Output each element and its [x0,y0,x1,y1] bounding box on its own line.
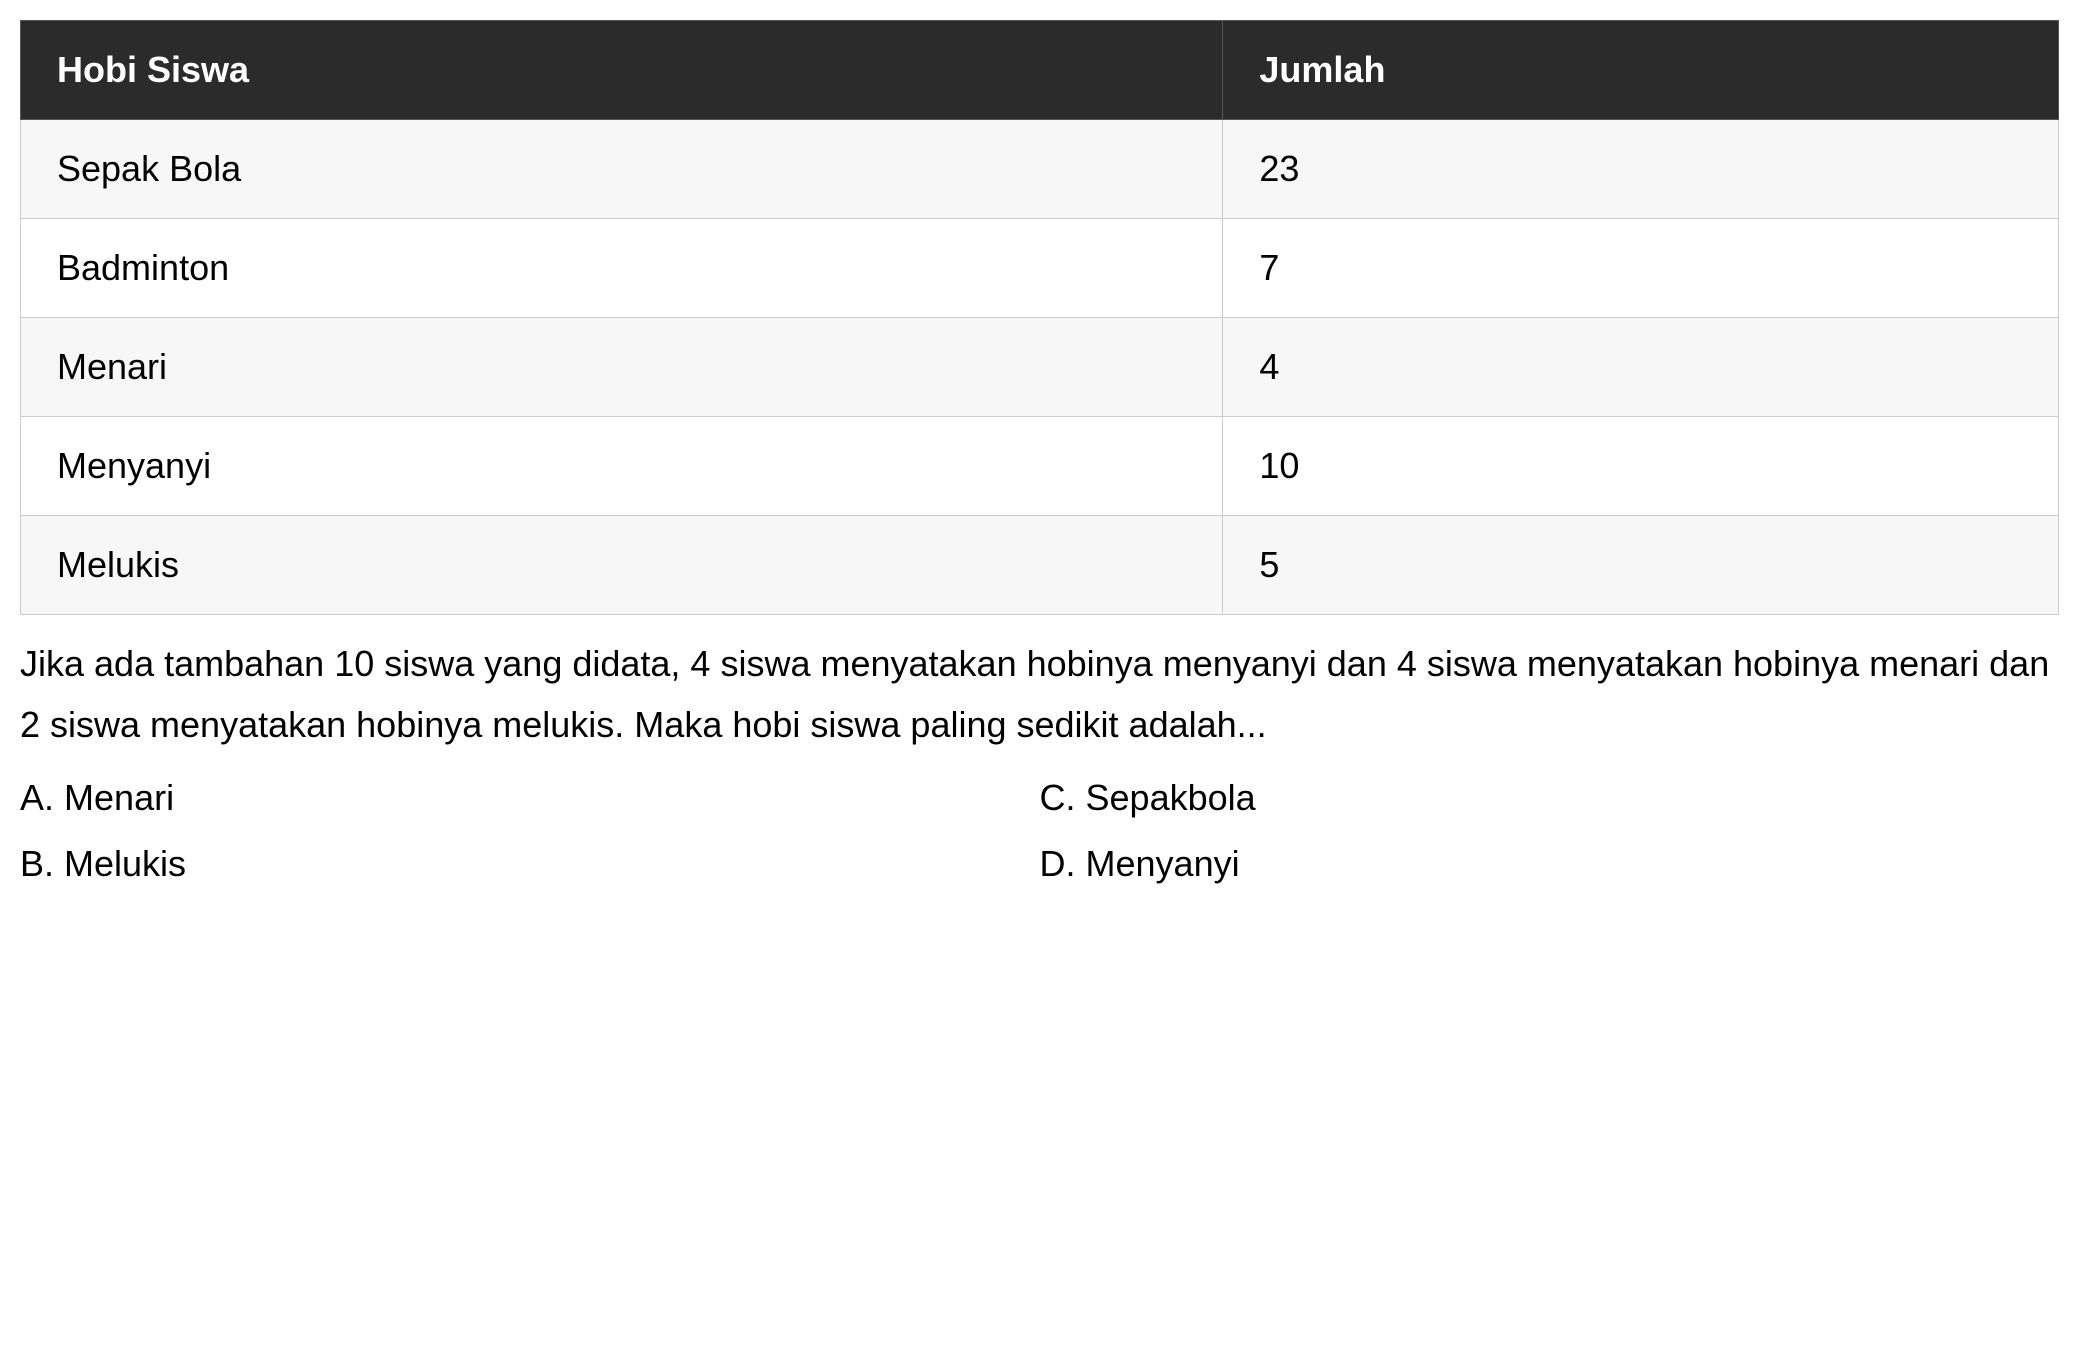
option-c: C. Sepakbola [1040,767,2060,828]
cell-count: 23 [1223,120,2059,219]
cell-hobby: Sepak Bola [21,120,1223,219]
hobby-table: Hobi Siswa Jumlah Sepak Bola 23 Badminto… [20,20,2059,615]
cell-hobby: Badminton [21,219,1223,318]
option-text: Menyanyi [1086,843,1240,884]
table-row: Sepak Bola 23 [21,120,2059,219]
question-text: Jika ada tambahan 10 siswa yang didata, … [20,633,2059,755]
table-row: Menari 4 [21,318,2059,417]
question-container: Hobi Siswa Jumlah Sepak Bola 23 Badminto… [20,20,2059,898]
option-a: A. Menari [20,767,1040,828]
table-header-row: Hobi Siswa Jumlah [21,21,2059,120]
table-header-hobby: Hobi Siswa [21,21,1223,120]
option-text: Sepakbola [1086,777,1256,818]
cell-hobby: Menari [21,318,1223,417]
option-letter: C. [1040,777,1076,818]
table-row: Melukis 5 [21,516,2059,615]
option-letter: A. [20,777,54,818]
table-row: Badminton 7 [21,219,2059,318]
option-letter: B. [20,843,54,884]
table-header-count: Jumlah [1223,21,2059,120]
answer-options: A. Menari B. Melukis C. Sepakbola D. Men… [20,767,2059,897]
cell-hobby: Menyanyi [21,417,1223,516]
cell-hobby: Melukis [21,516,1223,615]
cell-count: 5 [1223,516,2059,615]
cell-count: 10 [1223,417,2059,516]
cell-count: 4 [1223,318,2059,417]
option-text: Menari [64,777,174,818]
options-column-left: A. Menari B. Melukis [20,767,1040,897]
table-row: Menyanyi 10 [21,417,2059,516]
option-b: B. Melukis [20,833,1040,894]
options-column-right: C. Sepakbola D. Menyanyi [1040,767,2060,897]
option-d: D. Menyanyi [1040,833,2060,894]
option-text: Melukis [64,843,186,884]
cell-count: 7 [1223,219,2059,318]
option-letter: D. [1040,843,1076,884]
